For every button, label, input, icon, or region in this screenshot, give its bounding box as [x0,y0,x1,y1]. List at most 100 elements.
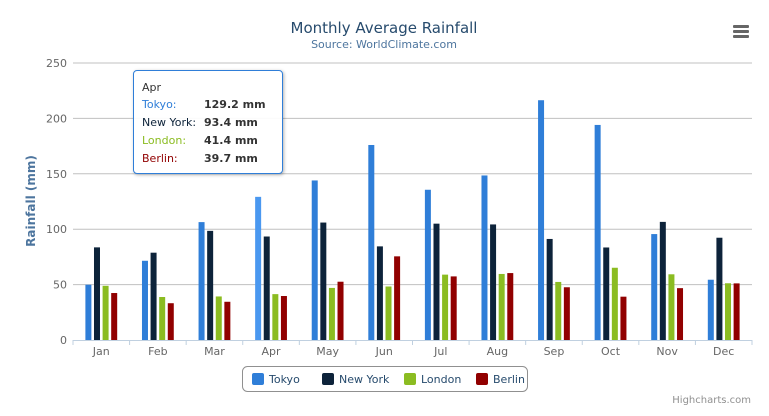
bar-tokyo[interactable] [85,284,92,340]
x-tick-label: May [316,345,339,358]
bar-london[interactable] [102,285,109,340]
bar-berlin[interactable] [450,276,457,340]
bar-london[interactable] [725,283,732,340]
legend-swatch [322,373,334,385]
bar-london[interactable] [611,267,618,340]
y-tick-label: 0 [60,334,67,347]
bar-tokyo[interactable] [424,189,431,340]
hamburger-menu-icon[interactable] [732,24,750,38]
bar-berlin[interactable] [620,296,627,340]
chart-title: Monthly Average Rainfall [291,19,478,37]
chart-subtitle: Source: WorldClimate.com [311,38,457,51]
bar-tokyo[interactable] [198,222,205,340]
bar-berlin[interactable] [394,256,401,340]
tooltip-row: Berlin: 39.7 mm [142,152,282,168]
bar-tokyo[interactable] [594,124,601,341]
bar-berlin[interactable] [677,288,684,340]
legend-label: Berlin [493,373,525,386]
bar-tokyo[interactable] [368,144,375,340]
legend-label: New York [339,373,390,386]
bar-new-york[interactable] [150,252,157,340]
x-tick-label: Aug [487,345,508,358]
bar-new-york[interactable] [716,237,723,340]
bar-new-york[interactable] [263,236,270,340]
legend-label: London [421,373,461,386]
tooltip-header: Apr [142,81,162,94]
tooltip-value: 41.4 mm [204,134,258,147]
credits-link[interactable]: Highcharts.com [672,395,751,406]
x-tick-label: Jul [433,345,447,358]
bar-london[interactable] [328,287,335,340]
x-tick-label: Feb [148,345,167,358]
x-tick-label: Oct [601,345,621,358]
bar-berlin[interactable] [167,303,174,340]
bar-london[interactable] [215,296,222,340]
x-tick-label: Jun [375,345,393,358]
legend-item-london[interactable]: London [404,373,461,386]
bar-berlin[interactable] [224,301,231,340]
bar-tokyo[interactable] [141,260,148,340]
bar-new-york[interactable] [93,247,100,340]
bar-tokyo[interactable] [481,175,488,340]
legend-item-tokyo[interactable]: Tokyo [252,373,300,386]
legend-swatch [252,373,264,385]
legend-item-berlin[interactable]: Berlin [476,373,525,386]
tooltip-row: London: 41.4 mm [142,134,282,150]
legend-label: Tokyo [268,373,300,386]
bar-new-york[interactable] [320,222,327,340]
y-tick-label: 200 [46,112,67,125]
bar-tokyo[interactable] [255,196,262,340]
y-tick-label: 50 [53,279,67,292]
y-axis-label: Rainfall (mm) [24,155,38,247]
tooltip-series-name: Berlin: [142,152,178,165]
y-tick-label: 250 [46,57,67,70]
bar-berlin[interactable] [563,287,570,340]
bar-london[interactable] [385,286,392,340]
x-tick-label: Dec [713,345,734,358]
x-tick-label: Sep [544,345,565,358]
y-tick-label: 150 [46,168,67,181]
bar-berlin[interactable] [337,281,344,340]
bar-new-york[interactable] [659,221,666,340]
bar-new-york[interactable] [376,246,383,340]
tooltip-row: Tokyo: 129.2 mm [142,98,282,114]
bar-london[interactable] [442,274,449,340]
bar-berlin[interactable] [111,293,118,340]
bar-tokyo[interactable] [311,180,318,340]
x-tick-label: Apr [262,345,282,358]
bar-new-york[interactable] [603,247,610,340]
tooltip: Apr Tokyo: 129.2 mm New York: 93.4 mm Lond… [133,70,283,174]
bar-london[interactable] [555,281,562,340]
legend-swatch [404,373,416,385]
tooltip-series-name: Tokyo: [142,98,177,111]
bar-new-york[interactable] [433,223,440,340]
bar-new-york[interactable] [207,230,214,340]
bar-tokyo[interactable] [538,100,545,341]
tooltip-series-name: London: [142,134,187,147]
tooltip-series-name: New York: [142,116,197,129]
y-tick-label: 100 [46,223,67,236]
bar-new-york[interactable] [546,238,553,340]
bar-london[interactable] [668,274,675,340]
tooltip-value: 39.7 mm [204,152,258,165]
tooltip-value: 129.2 mm [204,98,266,111]
x-tick-label: Mar [204,345,225,358]
legend-box [242,366,528,392]
x-tick-label: Jan [92,345,110,358]
bar-london[interactable] [498,273,505,340]
bar-tokyo[interactable] [707,279,714,340]
legend-swatch [476,373,488,385]
bar-london[interactable] [272,294,279,340]
tooltip-value: 93.4 mm [204,116,258,129]
bar-berlin[interactable] [280,296,287,340]
legend-item-new-york[interactable]: New York [322,373,390,386]
x-tick-label: Nov [656,345,678,358]
tooltip-row: New York: 93.4 mm [142,116,282,132]
bar-tokyo[interactable] [651,234,658,340]
bar-new-york[interactable] [490,224,497,340]
bar-berlin[interactable] [507,273,514,340]
bar-london[interactable] [159,297,166,340]
bar-berlin[interactable] [733,283,740,340]
